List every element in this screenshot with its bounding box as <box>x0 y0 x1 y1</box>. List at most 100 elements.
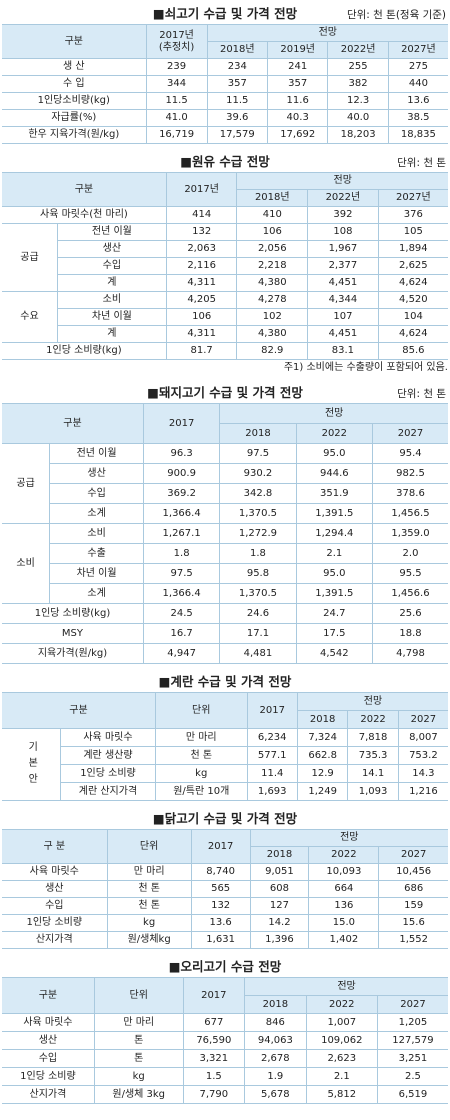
header-cell: 전망 <box>219 403 448 424</box>
value-cell: 1,007 <box>305 1013 378 1032</box>
row-label: 소비 <box>56 291 167 309</box>
value-cell: 107 <box>307 308 379 326</box>
row-label: 수입 <box>2 897 108 915</box>
value-cell: 357 <box>266 75 329 93</box>
header-cell: 전망 <box>244 977 448 996</box>
header-cell: 2022 <box>295 423 373 444</box>
header-cell: 2027 <box>371 423 448 444</box>
header-cell: 2022년 <box>307 189 379 207</box>
group-cell: 공급 <box>2 223 58 292</box>
value-cell: 1,272.9 <box>219 523 297 544</box>
table-row: 계란 산지가격 원/특란 10개 1,693 1,249 1,093 1,216 <box>2 782 448 801</box>
value-cell: 24.6 <box>219 603 297 624</box>
value-cell: 39.6 <box>206 109 268 127</box>
row-label: 소계 <box>49 583 144 604</box>
value-cell: 38.5 <box>387 109 448 127</box>
value-cell: 3,321 <box>182 1049 246 1068</box>
value-cell: 25.6 <box>371 603 448 624</box>
row-label: 사육 마릿수(천 마리) <box>2 206 167 224</box>
value-cell: 565 <box>190 880 251 898</box>
row-label: 산지가격 <box>2 1085 95 1104</box>
row-label: 1인당 소비량(kg) <box>2 342 167 360</box>
header-cell: 2017년 <box>165 172 238 207</box>
value-cell: 2,623 <box>305 1049 378 1068</box>
value-cell: 664 <box>308 880 380 898</box>
value-cell: 7,818 <box>347 728 399 747</box>
value-cell: 382 <box>327 75 389 93</box>
value-cell: 127 <box>249 897 310 915</box>
header-cell: 2019년 <box>266 41 329 59</box>
value-cell: 1,894 <box>377 240 448 258</box>
header-cell: 2027년 <box>377 189 448 207</box>
value-cell: 40.3 <box>266 109 329 127</box>
section-title: ■원유 수급 전망 <box>180 154 270 169</box>
value-cell: 1,967 <box>307 240 379 258</box>
table-row: 생산 천 톤 565 608 664 686 <box>2 880 448 898</box>
section-title: ■닭고기 수급 및 가격 전망 <box>152 811 298 826</box>
row-label: 자급률(%) <box>2 109 147 127</box>
value-cell: 686 <box>378 880 448 898</box>
value-cell: 410 <box>236 206 309 224</box>
value-cell: 11.5 <box>206 92 268 110</box>
header-cell: 2018년 <box>236 189 309 207</box>
value-cell: 14.1 <box>347 764 399 783</box>
value-cell: 4,311 <box>165 274 238 292</box>
header-cell: 2017 <box>182 977 246 1014</box>
section-title: ■오리고기 수급 전망 <box>168 959 282 974</box>
value-cell: 1,205 <box>376 1013 448 1032</box>
value-cell: 95.8 <box>219 563 297 584</box>
value-cell: 16,719 <box>145 126 208 144</box>
table-row: 생산 900.9 930.2 944.6 982.5 <box>2 463 448 484</box>
table-row: 소계 1,366.4 1,370.5 1,391.5 1,456.6 <box>2 583 448 604</box>
row-label: 수입 <box>49 483 144 504</box>
value-cell: 2.1 <box>305 1067 378 1086</box>
header-row: 구분 단위 2017 전망 <box>2 977 448 1014</box>
value-cell: 6,234 <box>246 728 298 747</box>
section-header: ■닭고기 수급 및 가격 전망 <box>2 807 448 829</box>
group-cell: 기본안 <box>2 728 61 801</box>
table-row: 1인당 소비량(kg) 81.7 82.9 83.1 85.6 <box>2 342 448 360</box>
section: ■돼지고기 수급 및 가격 전망 단위: 천 톤 구분 2017 전망 2018 2022 2… <box>2 381 448 664</box>
value-cell: 95.4 <box>371 443 448 464</box>
value-cell: 4,624 <box>377 325 448 343</box>
header-cell: 2022 <box>305 995 378 1014</box>
value-cell: 127,579 <box>376 1031 448 1050</box>
value-cell: 132 <box>190 897 251 915</box>
value-cell: 132 <box>165 223 238 241</box>
table-row: 수입 369.2 342.8 351.9 378.6 <box>2 483 448 504</box>
unit-cell: kg <box>106 914 192 932</box>
value-cell: 753.2 <box>397 746 448 765</box>
value-cell: 2,678 <box>244 1049 307 1068</box>
unit-note: 단위: 천 톤(정육 기준) <box>346 9 446 21</box>
table-row: 차년 이월 106 102 107 104 <box>2 308 448 326</box>
row-label: 지육가격(원/kg) <box>2 643 144 664</box>
table-row: 산지가격 원/생체 3kg 7,790 5,678 5,812 6,519 <box>2 1085 448 1104</box>
value-cell: 4,798 <box>371 643 448 664</box>
header-cell: 2022년 <box>327 41 389 59</box>
value-cell: 1,093 <box>347 782 399 801</box>
unit-cell: 천 톤 <box>106 880 192 898</box>
row-label: 생산 <box>2 880 108 898</box>
value-cell: 4,380 <box>236 325 309 343</box>
value-cell: 2.0 <box>371 543 448 564</box>
header-cell: 전망 <box>296 692 448 711</box>
section-header: ■돼지고기 수급 및 가격 전망 단위: 천 톤 <box>2 381 448 403</box>
value-cell: 414 <box>165 206 238 224</box>
unit-cell: 천 톤 <box>154 746 248 765</box>
value-cell: 4,451 <box>307 274 379 292</box>
value-cell: 1,396 <box>249 931 310 949</box>
row-label: 1인당 소비량 <box>60 764 156 783</box>
table-row: 지육가격(원/kg) 4,947 4,481 4,542 4,798 <box>2 643 448 664</box>
header-cell: 2022 <box>347 710 399 729</box>
value-cell: 97.5 <box>142 563 221 584</box>
table-row: 수입 톤 3,321 2,678 2,623 3,251 <box>2 1049 448 1068</box>
table-row: 수입 천 톤 132 127 136 159 <box>2 897 448 915</box>
table-row: 1인당 소비량 kg 11.4 12.9 14.1 14.3 <box>2 764 448 783</box>
value-cell: 378.6 <box>371 483 448 504</box>
value-cell: 106 <box>236 223 309 241</box>
header-cell: 단위 <box>93 977 184 1014</box>
row-label: 계란 산지가격 <box>60 782 156 801</box>
value-cell: 1,366.4 <box>142 503 221 524</box>
value-cell: 1.8 <box>142 543 221 564</box>
